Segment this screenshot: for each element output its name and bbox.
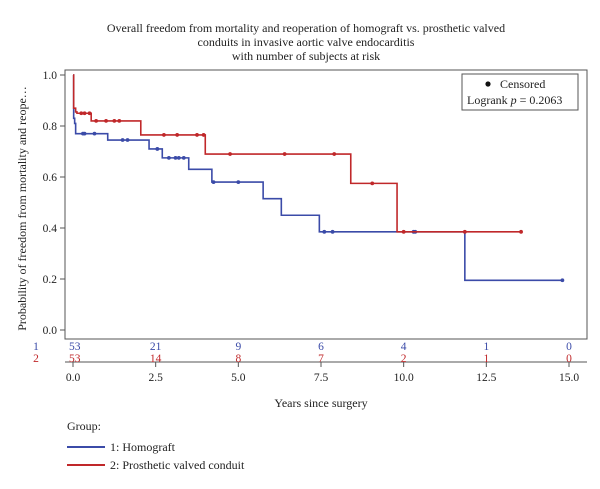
legend-frame (461, 73, 579, 111)
at-risk-count-2: 1 (483, 353, 489, 365)
y-axis-label: Probability of freedom from mortality an… (15, 86, 29, 331)
group-legend-label-2: 2: Prosthetic valved conduit (110, 458, 245, 472)
censor-point-2 (94, 119, 99, 123)
censor-point-2 (282, 152, 287, 156)
at-risk-count-2: 0 (566, 353, 572, 365)
at-risk-count-2: 8 (235, 353, 241, 365)
at-risk-count-1: 53 (69, 341, 81, 353)
y-tick-label: 1.0 (43, 70, 58, 82)
at-risk-table: 1 53 21 9 6 4 1 02 53 14 8 7 2 1 0 (33, 341, 572, 365)
logrank-label: Logrank p = 0.2063 (467, 93, 562, 107)
group-legend: Group: 1: Homograft 2: Prosthetic valved c… (67, 419, 245, 472)
series-group (72, 74, 565, 283)
y-tick-label: 0.6 (43, 172, 58, 184)
x-tick-label: 10.0 (394, 372, 414, 384)
censor-point-2 (87, 111, 92, 116)
group-legend-label-1: 1: Homograft (110, 440, 176, 454)
censor-point-2 (117, 119, 122, 123)
censored-label: Censored (500, 77, 545, 91)
x-tick-label: 12.5 (476, 372, 496, 384)
censor-point-1 (120, 138, 125, 142)
censor-point-2 (79, 111, 84, 116)
censor-point-2 (162, 133, 166, 137)
series-line-2 (72, 74, 522, 233)
censored-logrank-legend: Censored Logrank p = 0.2063 (461, 73, 579, 111)
censor-point-1 (330, 229, 335, 234)
plot-frame (64, 69, 588, 340)
censor-point-2 (82, 111, 87, 116)
censored-marker-icon (485, 81, 491, 87)
at-risk-count-2: 53 (69, 353, 81, 365)
x-tick-label: 15.0 (559, 372, 579, 384)
at-risk-count-1: 9 (235, 341, 241, 353)
at-risk-count-1: 21 (150, 341, 162, 353)
censor-point-2 (112, 119, 117, 123)
censor-point-2 (519, 229, 523, 234)
y-tick-label: 0.8 (43, 121, 58, 133)
x-tick-label: 2.5 (148, 372, 163, 384)
y-tick-label: 0.0 (43, 325, 58, 337)
censor-point-1 (155, 147, 160, 151)
censor-point-2 (401, 229, 406, 234)
censor-point-2 (175, 133, 180, 137)
x-axis: 0.0 2.5 5.0 7.5 10.0 12.5 15.0 Years since surg… (65, 361, 587, 410)
censor-point-1 (173, 155, 178, 160)
x-tick-label: 0.0 (66, 372, 81, 384)
censor-point-2 (195, 133, 199, 137)
censor-point-1 (82, 131, 87, 136)
y-tick-label: 0.4 (43, 223, 58, 235)
censor-point-1 (125, 138, 130, 142)
x-tick-label: 5.0 (231, 372, 246, 384)
title-line-3: with number of subjects at risk (232, 49, 380, 63)
censor-point-1 (92, 131, 97, 136)
title-line-1: Overall freedom from mortality and reope… (107, 21, 505, 35)
censor-point-2 (332, 152, 337, 156)
censor-point-1 (181, 155, 186, 160)
censor-point-1 (322, 229, 327, 234)
at-risk-group-label-2: 2 (33, 353, 39, 365)
x-axis-label: Years since surgery (274, 396, 367, 410)
y-tick-label: 0.2 (43, 274, 58, 286)
at-risk-count-2: 14 (150, 353, 162, 365)
at-risk-count-1: 4 (401, 341, 407, 353)
censor-point-2 (370, 181, 375, 186)
plot-area (64, 69, 588, 340)
title-line-2: conduits in invasive aortic valve endoca… (198, 35, 415, 49)
censor-point-1 (176, 155, 181, 160)
censor-point-2 (201, 133, 206, 137)
censor-point-1 (236, 180, 241, 185)
group-legend-title: Group: (67, 419, 101, 433)
censor-point-2 (462, 229, 467, 234)
censor-point-1 (166, 155, 171, 160)
censor-point-1 (560, 278, 565, 283)
at-risk-count-1: 6 (318, 341, 324, 353)
at-risk-group-label-1: 1 (33, 341, 39, 353)
at-risk-count-1: 0 (566, 341, 572, 353)
y-axis: 0.0 0.2 0.4 0.6 0.8 1.0 Probability of freedom… (15, 70, 65, 337)
chart-title: Overall freedom from mortality and reope… (107, 21, 505, 63)
at-risk-count-2: 2 (401, 353, 407, 365)
censor-point-2 (228, 152, 232, 156)
x-tick-label: 7.5 (314, 372, 329, 384)
censor-point-2 (104, 119, 108, 123)
censor-point-1 (211, 180, 216, 185)
at-risk-count-1: 1 (483, 341, 489, 353)
at-risk-count-2: 7 (318, 353, 324, 365)
